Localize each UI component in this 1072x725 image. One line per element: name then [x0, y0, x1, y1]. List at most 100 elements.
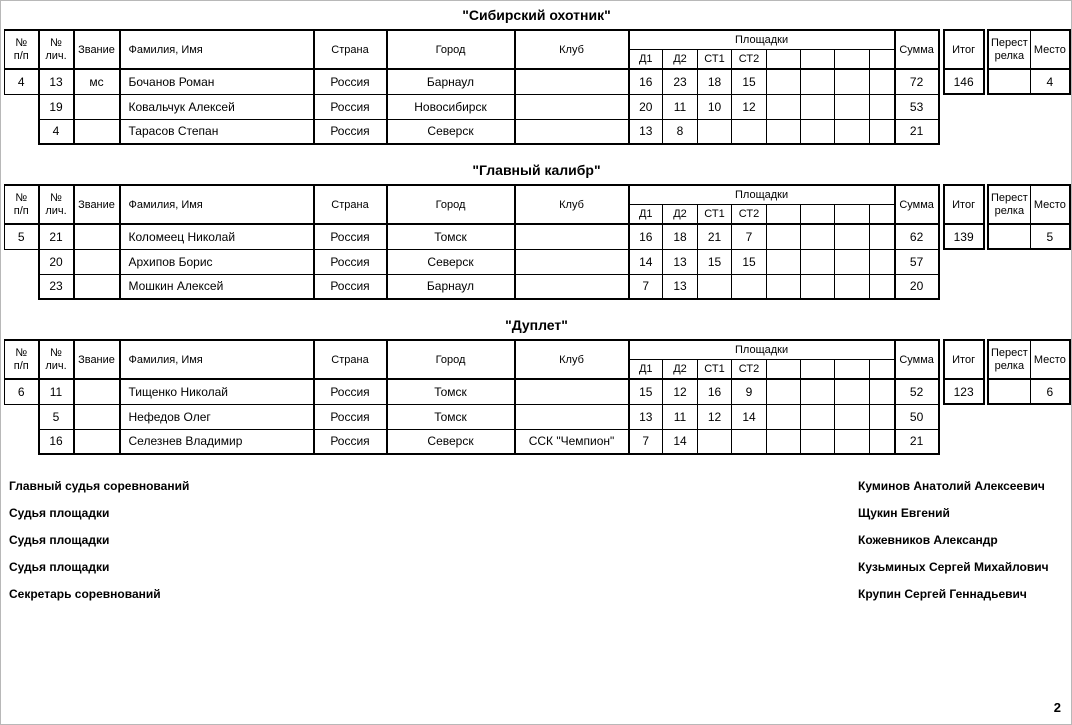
- table-row: 4 Тарасов Степан Россия Северск 13 8 21: [5, 118, 1070, 145]
- cell-area5: [766, 273, 801, 300]
- col-header-country: Страна: [312, 184, 388, 225]
- cell-club: [513, 223, 630, 250]
- cell-team-number-empty: [5, 94, 39, 119]
- cell-area7: [834, 273, 870, 300]
- cell-d2: 14: [662, 428, 698, 455]
- col-header-st1: СТ1: [697, 358, 732, 380]
- cell-st1: 18: [697, 68, 732, 95]
- cell-team-number: 6: [4, 378, 39, 405]
- cell-area8: [868, 118, 896, 145]
- cell-city: Северск: [385, 118, 516, 145]
- cell-rank: мс: [72, 68, 121, 95]
- col-header-sum: Сумма: [893, 29, 940, 70]
- col-header-areas: Площадки: [627, 29, 896, 50]
- col-header-st1: СТ1: [697, 203, 732, 225]
- cell-d1: 14: [628, 248, 663, 275]
- page-number: 2: [1053, 700, 1061, 715]
- col-header-area8: [868, 358, 896, 380]
- cell-st1: [697, 118, 732, 145]
- col-header-personal-number: № лич.: [37, 184, 75, 225]
- cell-rank: [72, 403, 121, 430]
- official-name: Щукин Евгений: [858, 506, 950, 520]
- official-role: Главный судья соревнований: [9, 479, 190, 493]
- table-header-row: № п/п № лич. Звание Фамилия, Имя Страна …: [4, 339, 1071, 380]
- cell-d1: 7: [628, 428, 663, 455]
- official-row: Судья площадки Кузьминых Сергей Михайлов…: [4, 554, 1064, 581]
- cell-d1: 15: [628, 378, 663, 405]
- col-header-place: Место: [1030, 29, 1071, 70]
- cell-total: 146: [942, 68, 985, 95]
- cell-d2: 13: [662, 273, 698, 300]
- cell-st1: [697, 428, 732, 455]
- col-header-area6: [800, 358, 835, 380]
- col-header-areas: Площадки: [627, 184, 896, 205]
- cell-country: Россия: [312, 273, 388, 300]
- official-role: Судья площадки: [9, 560, 110, 574]
- cell-sum: 72: [893, 68, 940, 95]
- col-header-place: Место: [1030, 184, 1071, 225]
- col-header-area7: [834, 358, 870, 380]
- col-header-team-number: № п/п: [4, 184, 39, 225]
- cell-city: Томск: [385, 223, 516, 250]
- col-header-st2: СТ2: [731, 203, 767, 225]
- cell-rank: [72, 378, 121, 405]
- table-header-row: № п/п № лич. Звание Фамилия, Имя Страна …: [4, 29, 1071, 70]
- cell-st1: 12: [697, 403, 732, 430]
- table-row: 6 11 Тищенко Николай Россия Томск 15 12 …: [4, 378, 1071, 405]
- cell-area7: [834, 248, 870, 275]
- cell-st2: 12: [731, 93, 767, 120]
- cell-d1: 13: [628, 118, 663, 145]
- col-header-city: Город: [385, 339, 516, 380]
- official-row: Главный судья соревнований Куминов Анато…: [4, 473, 1064, 500]
- cell-st2: [731, 118, 767, 145]
- cell-personal-number: 16: [37, 428, 75, 455]
- col-header-shootoff: Перест релка: [986, 184, 1032, 225]
- cell-place: 5: [1030, 223, 1071, 250]
- col-header-personal-number: № лич.: [37, 29, 75, 70]
- cell-place: 4: [1030, 68, 1071, 95]
- cell-country: Россия: [312, 93, 388, 120]
- cell-team-number: 4: [4, 68, 39, 95]
- cell-city: Томск: [385, 378, 516, 405]
- cell-area5: [766, 378, 801, 405]
- cell-area8: [868, 378, 896, 405]
- col-header-club: Клуб: [513, 29, 630, 70]
- cell-team-number-empty: [5, 404, 39, 429]
- official-name: Кузьминых Сергей Михайлович: [858, 560, 1049, 574]
- cell-shootoff: [986, 378, 1032, 405]
- cell-area8: [868, 273, 896, 300]
- cell-st1: 10: [697, 93, 732, 120]
- table-subheader-row: Д1 Д2 СТ1 СТ2: [5, 203, 1070, 225]
- cell-st2: 15: [731, 68, 767, 95]
- cell-area8: [868, 223, 896, 250]
- cell-area5: [766, 118, 801, 145]
- cell-area6: [800, 248, 835, 275]
- cell-personal-number: 23: [37, 273, 75, 300]
- col-header-city: Город: [385, 29, 516, 70]
- cell-rank: [72, 273, 121, 300]
- cell-area8: [868, 248, 896, 275]
- cell-area6: [800, 93, 835, 120]
- official-role: Судья площадки: [9, 533, 110, 547]
- cell-area5: [766, 248, 801, 275]
- cell-club: [513, 118, 630, 145]
- col-header-rank: Звание: [72, 339, 121, 380]
- cell-st2: 9: [731, 378, 767, 405]
- col-header-area7: [834, 48, 870, 70]
- cell-area7: [834, 428, 870, 455]
- cell-name: Ковальчук Алексей: [118, 93, 315, 120]
- table-row: 23 Мошкин Алексей Россия Барнаул 7 13 20: [5, 273, 1070, 300]
- cell-area6: [800, 273, 835, 300]
- cell-name: Нефедов Олег: [118, 403, 315, 430]
- table-row: 16 Селезнев Владимир Россия Северск ССК …: [5, 428, 1070, 455]
- col-header-d1: Д1: [628, 358, 663, 380]
- cell-area7: [834, 403, 870, 430]
- cell-country: Россия: [312, 248, 388, 275]
- cell-d1: 20: [628, 93, 663, 120]
- cell-country: Россия: [312, 118, 388, 145]
- cell-name: Мошкин Алексей: [118, 273, 315, 300]
- table-row: 4 13 мс Бочанов Роман Россия Барнаул 16 …: [4, 68, 1071, 95]
- cell-st1: 15: [697, 248, 732, 275]
- team-title: "Главный калибр": [472, 162, 601, 178]
- col-header-area8: [868, 203, 896, 225]
